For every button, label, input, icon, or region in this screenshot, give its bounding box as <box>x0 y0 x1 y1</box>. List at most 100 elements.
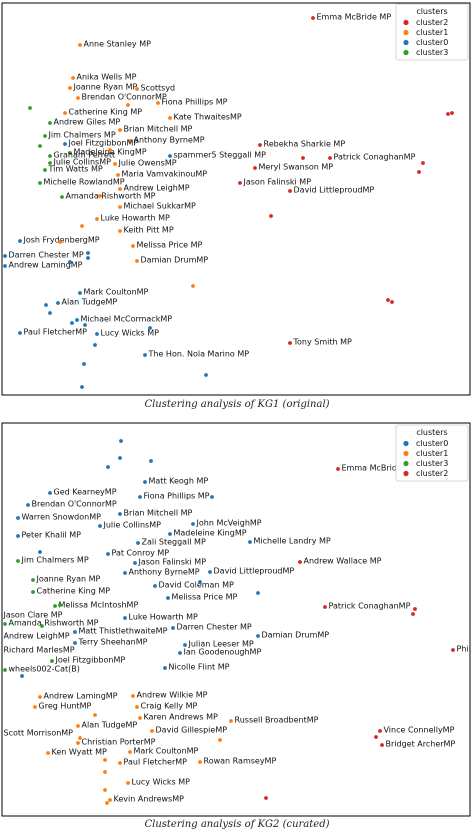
point-label: Julie CollinsMP <box>53 158 112 167</box>
scatter-point <box>210 495 214 499</box>
scatter-point <box>168 116 172 120</box>
point-label: Craig Kelly MP <box>141 702 198 711</box>
scatter-point <box>3 668 7 672</box>
scatter-point <box>218 738 222 742</box>
scatter-point <box>98 194 102 198</box>
scatter-point <box>168 532 172 536</box>
legend-entry: cluster0 <box>416 38 448 47</box>
scatter-point <box>63 111 67 115</box>
point-label: Catherine King MP <box>69 108 143 117</box>
point-label: Greg HuntMP <box>39 702 92 711</box>
scatter-point <box>288 189 292 193</box>
scatter-point <box>421 161 425 165</box>
scatter-point <box>70 321 74 325</box>
point-label: Christian PorterMP <box>82 738 156 747</box>
scatter-point <box>118 512 122 516</box>
point-label: Lucy Wicks MP <box>132 778 191 787</box>
scatter-point <box>135 87 139 91</box>
legend-marker <box>403 450 409 457</box>
point-label: Matt ThistlethwaiteMP <box>79 627 168 636</box>
point-label: Andrew LamingMP <box>9 261 83 270</box>
point-label: Michael McCormackMP <box>81 315 173 324</box>
point-label: Rebekha Sharkie MP <box>264 140 346 149</box>
scatter-point <box>183 643 187 647</box>
scatter-point <box>413 607 417 611</box>
scatter-point <box>68 151 72 155</box>
scatter-point <box>229 719 233 723</box>
legend-entry: cluster1 <box>416 449 448 458</box>
scatter-point <box>50 659 54 663</box>
scatter-point <box>113 162 117 166</box>
scatter-point <box>118 229 122 233</box>
scatter-point <box>33 705 37 709</box>
scatter-point <box>38 144 42 148</box>
point-label: David LittleproudMP <box>214 567 295 576</box>
point-label: Josh FrydenbergMP <box>23 236 100 245</box>
scatter-point <box>126 781 130 785</box>
legend-box <box>395 3 469 61</box>
point-label: John McVeighMP <box>196 519 262 528</box>
point-label: Luke Howarth MP <box>129 613 198 622</box>
scatter-point <box>128 750 132 754</box>
scatter-point <box>48 491 52 495</box>
plot-frame <box>1 422 471 817</box>
scatter-point <box>56 301 60 305</box>
scatter-point <box>269 214 273 218</box>
scatter-point <box>143 480 147 484</box>
point-label: Emma McBride MP <box>342 464 417 473</box>
scatter-point <box>106 465 110 469</box>
scatter-point <box>38 181 42 185</box>
legend-marker <box>403 440 409 447</box>
point-label: Brendan O'ConnorMP <box>82 93 167 102</box>
point-label: Richard MarlesMP <box>4 646 75 655</box>
point-label: Ian GoodenoughMP <box>184 648 262 657</box>
scatter-point <box>76 724 80 728</box>
point-label: Russell BroadbentMP <box>235 716 319 725</box>
scatter-point <box>135 705 139 709</box>
scatter-point <box>58 603 62 607</box>
point-label: Julie OwensMP <box>118 159 177 168</box>
point-label: Jason Clare MP <box>3 611 63 620</box>
scatter-point <box>3 622 7 626</box>
scatter-point <box>71 76 75 80</box>
scatter-point <box>204 373 208 377</box>
legend-marker <box>403 49 409 56</box>
point-label: Melissa Price MP <box>137 241 203 250</box>
kg1-scatter-panel: Emma McBride MP Anne Stanley MP Anika Well… <box>1 2 471 396</box>
scatter-point <box>46 751 50 755</box>
legend-marker <box>403 470 409 477</box>
scatter-point <box>138 716 142 720</box>
scatter-point <box>86 256 90 260</box>
scatter-point <box>256 591 260 595</box>
scatter-point <box>143 353 147 357</box>
point-label: Anne Stanley MP <box>84 40 152 49</box>
point-label: Lucy Wicks MP <box>101 329 160 338</box>
scatter-point <box>191 522 195 526</box>
legend-title: clusters <box>416 7 447 16</box>
point-label: Karen Andrews MP <box>144 713 218 722</box>
scatter-point <box>191 284 195 288</box>
point-label: Damian DrumMP <box>141 256 209 265</box>
point-label: Keith Pitt MP <box>124 226 174 235</box>
legend-marker <box>403 39 409 46</box>
point-label: Jason Falinski MP <box>138 558 207 567</box>
scatter-point <box>198 580 202 584</box>
scatter-point <box>73 630 77 634</box>
scatter-point <box>78 291 82 295</box>
scatter-point <box>82 362 86 366</box>
scatter-point <box>126 103 130 107</box>
plot-content: Emma McBride MP Anne Stanley MP Anika Well… <box>3 13 454 389</box>
point-label: Paul FletcherMP <box>124 758 188 767</box>
scatter-point <box>118 187 122 191</box>
point-label: Scottsyd <box>141 84 176 93</box>
point-label: Mark CoultonMP <box>134 747 199 756</box>
point-label: Peter Khalil MP <box>22 531 82 540</box>
scatter-point <box>60 195 64 199</box>
point-label: Melissa McIntoshMP <box>59 601 139 610</box>
scatter-point <box>95 217 99 221</box>
scatter-point <box>98 524 102 528</box>
point-label: Anthony ByrneMP <box>129 568 200 577</box>
scatter-point <box>153 584 157 588</box>
scatter-point <box>103 788 107 792</box>
point-label: Bridget ArcherMP <box>386 740 456 749</box>
